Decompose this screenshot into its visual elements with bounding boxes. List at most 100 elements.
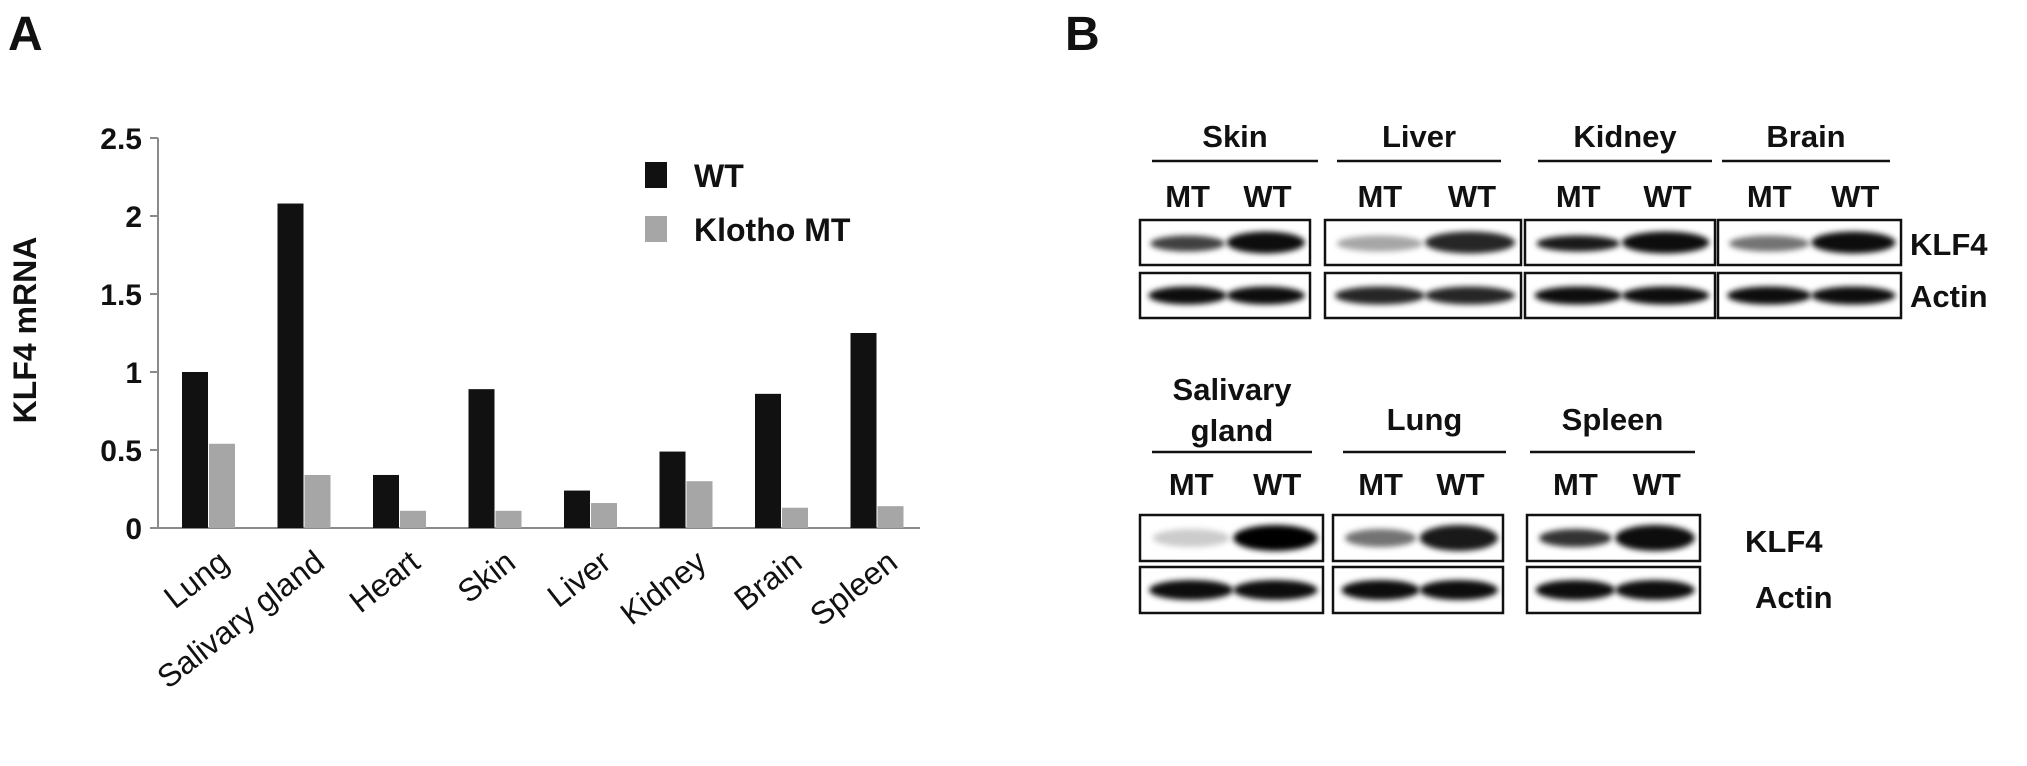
y-tick-label: 1.5	[100, 279, 142, 312]
lane-label: WT	[1436, 467, 1484, 502]
x-tick-label: Spleen	[803, 543, 904, 633]
bar-wt	[373, 474, 399, 528]
blot-group: Lung MT WT	[1331, 402, 1506, 615]
lane-label: WT	[1633, 467, 1681, 502]
bar-wt	[755, 393, 781, 528]
actin-band-mt	[1334, 286, 1425, 305]
tissue-label: Spleen	[1562, 402, 1664, 437]
klf4-band-wt	[1615, 525, 1695, 551]
lane-label: MT	[1358, 467, 1403, 502]
lane-label: WT	[1243, 179, 1291, 214]
klf4-band-mt	[1536, 235, 1620, 252]
actin-band-mt	[1341, 580, 1420, 600]
blot-group: Spleen MT WT	[1525, 402, 1702, 615]
protein-label: Actin	[1910, 279, 1988, 314]
x-tick-label: Kidney	[614, 543, 713, 632]
bar-wt	[659, 451, 686, 528]
tissue-label: Kidney	[1573, 119, 1677, 154]
klf4-band-wt	[1226, 231, 1305, 254]
y-tick-label: 2.5	[100, 123, 142, 156]
x-tick-label: Skin	[451, 543, 522, 610]
y-tick-label: 2	[125, 201, 142, 234]
blot-group: Salivary gland MT WT	[1138, 372, 1325, 615]
klf4-band-wt	[1419, 525, 1498, 551]
legend-label: WT	[694, 158, 744, 194]
lane-label: MT	[1747, 179, 1792, 214]
actin-band-mt	[1148, 286, 1227, 305]
bar-wt	[468, 389, 495, 528]
klf4-band-mt	[1152, 529, 1230, 547]
blot-group: Liver MT WT	[1323, 119, 1523, 320]
tissue-label: Liver	[1382, 119, 1456, 154]
y-tick-label: 0	[125, 513, 142, 546]
klf4-band-wt	[1811, 231, 1896, 254]
protein-label: KLF4	[1910, 227, 1988, 262]
bar-wt	[277, 203, 304, 528]
lane-label: MT	[1556, 179, 1601, 214]
bar-klotho-mt	[209, 443, 235, 528]
klf4-band-mt	[1336, 235, 1423, 252]
blot-group: Kidney MT WT	[1523, 119, 1717, 320]
lane-label: WT	[1448, 179, 1496, 214]
lane-label: WT	[1831, 179, 1879, 214]
bar-wt	[564, 490, 590, 528]
y-tick-label: 1	[125, 357, 142, 390]
klf4-band-wt	[1233, 525, 1318, 551]
actin-band-wt	[1226, 286, 1305, 305]
protein-label: Actin	[1755, 580, 1833, 615]
lane-label: WT	[1253, 467, 1301, 502]
blot-group: Skin MT WT	[1138, 119, 1318, 320]
lane-label: MT	[1165, 179, 1210, 214]
actin-band-mt	[1727, 286, 1812, 305]
actin-band-wt	[1233, 580, 1318, 600]
y-tick-label: 0.5	[100, 435, 142, 468]
tissue-label: Salivary gland	[1173, 372, 1293, 448]
bar-klotho-mt	[400, 510, 426, 528]
lane-label: MT	[1169, 467, 1214, 502]
panel-b-letter: B	[1065, 8, 1100, 61]
blot-group: Brain MT WT	[1716, 119, 1903, 320]
x-tick-label: Salivary gland	[150, 543, 331, 695]
lane-label: MT	[1553, 467, 1598, 502]
lane-label: WT	[1643, 179, 1691, 214]
klf4-band-mt	[1344, 529, 1417, 547]
bar-klotho-mt	[686, 481, 713, 528]
klf4-band-wt	[1424, 231, 1516, 254]
legend-label: Klotho MT	[694, 212, 851, 248]
klf4-band-mt	[1150, 235, 1225, 252]
tissue-label: Skin	[1202, 119, 1267, 154]
legend-swatch	[645, 162, 667, 188]
bar-klotho-mt	[782, 507, 808, 528]
tissue-label: Lung	[1387, 402, 1463, 437]
bar-klotho-mt	[877, 506, 904, 528]
actin-band-mt	[1534, 286, 1622, 305]
klf4-band-mt	[1728, 235, 1810, 252]
protein-label: KLF4	[1745, 524, 1823, 559]
actin-band-mt	[1149, 580, 1234, 600]
x-tick-label: Liver	[540, 543, 617, 614]
actin-band-mt	[1535, 580, 1616, 600]
bar-wt	[850, 333, 877, 528]
bar-klotho-mt	[495, 510, 522, 528]
x-tick-label: Heart	[342, 543, 426, 620]
panel-a-letter: A	[8, 8, 43, 61]
klf4-band-mt	[1539, 529, 1612, 547]
bar-klotho-mt	[304, 474, 331, 528]
tissue-label: Brain	[1766, 119, 1845, 154]
x-tick-label: Brain	[727, 543, 808, 617]
actin-band-wt	[1615, 580, 1695, 600]
actin-band-wt	[1424, 286, 1516, 305]
legend-swatch	[645, 216, 667, 242]
bar-wt	[182, 372, 208, 528]
western-blot-panel: Skin MT WT Liver MT WT Kidney MT WT Brain MT WT KLF4…	[1138, 119, 1988, 615]
actin-band-wt	[1621, 286, 1710, 305]
actin-band-wt	[1811, 286, 1896, 305]
x-tick-label: Lung	[157, 543, 235, 615]
klf4-band-wt	[1621, 231, 1710, 254]
bar-klotho-mt	[591, 503, 617, 528]
legend: WT Klotho MT	[645, 158, 851, 248]
actin-band-wt	[1419, 580, 1498, 600]
lane-label: MT	[1357, 179, 1402, 214]
